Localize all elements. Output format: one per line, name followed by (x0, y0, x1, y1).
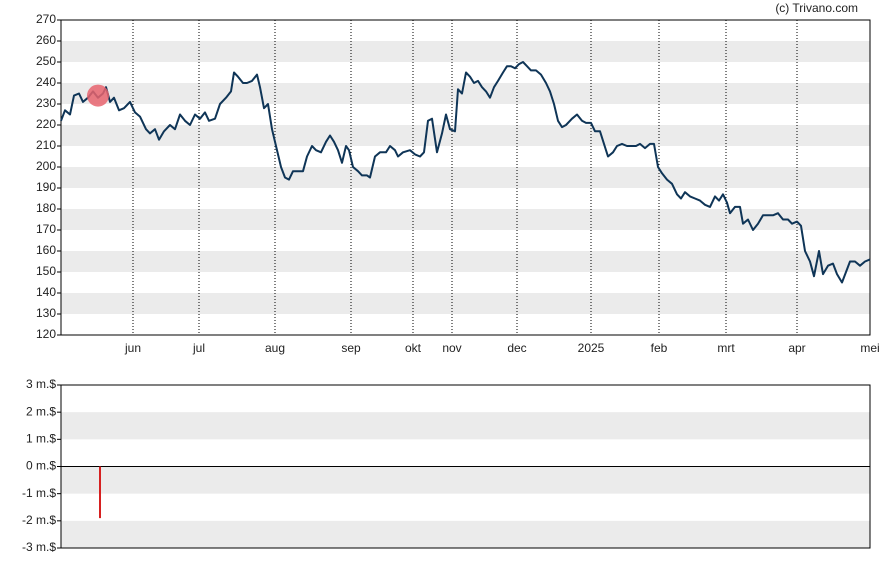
x-tick-label: okt (405, 341, 422, 355)
grid-band (61, 83, 870, 104)
grid-band (61, 41, 870, 62)
price-line (60, 61, 871, 284)
y-tick-label: 120 (36, 327, 56, 341)
x-tick-label: 2025 (578, 341, 605, 355)
y-tick-label: 240 (36, 75, 56, 89)
y-tick-label: 260 (36, 33, 56, 47)
x-tick-label: nov (442, 341, 461, 355)
x-tick-label: jul (192, 341, 205, 355)
grid-band (61, 125, 870, 146)
highlight-marker (87, 84, 109, 107)
x-tick-label: jun (124, 341, 141, 355)
x-tick-label: mei (860, 341, 879, 355)
x-tick-label: sep (341, 341, 361, 355)
x-tick-label: dec (507, 341, 526, 355)
y-tick-label: 170 (36, 222, 56, 236)
y-tick-label: 150 (36, 264, 56, 278)
y-tick-label: 180 (36, 201, 56, 215)
grid-band (61, 167, 870, 188)
source-credit: (c) Trivano.com (775, 1, 858, 15)
y-tick-label: 220 (36, 117, 56, 131)
x-tick-label: feb (651, 341, 668, 355)
plot-frame (60, 384, 871, 549)
grid-band (61, 293, 870, 314)
y-tick-label: 200 (36, 159, 56, 173)
x-tick-label: apr (788, 341, 805, 355)
grid-band (61, 209, 870, 230)
x-tick-label: aug (265, 341, 285, 355)
grid-band (61, 412, 870, 440)
y-tick-label: 2 m.$ (26, 404, 56, 418)
y-tick-label: -2 m.$ (22, 513, 56, 527)
y-tick-label: 160 (36, 243, 56, 257)
y-tick-label: 270 (36, 12, 56, 26)
y-tick-label: -3 m.$ (22, 540, 56, 554)
y-tick-label: 190 (36, 180, 56, 194)
y-tick-label: 0 m.$ (26, 459, 56, 473)
grid-band (61, 466, 870, 494)
y-tick-label: 130 (36, 306, 56, 320)
y-tick-label: 250 (36, 54, 56, 68)
x-tick-label: mrt (717, 341, 735, 355)
y-tick-label: 1 m.$ (26, 432, 56, 446)
y-tick-label: 140 (36, 285, 56, 299)
grid-band (61, 251, 870, 272)
y-tick-label: 230 (36, 96, 56, 110)
plot-frame (60, 19, 871, 336)
y-tick-label: 3 m.$ (26, 377, 56, 391)
grid-band (61, 520, 870, 548)
volume-bar (99, 466, 101, 519)
y-tick-label: 210 (36, 138, 56, 152)
y-tick-label: -1 m.$ (22, 486, 56, 500)
